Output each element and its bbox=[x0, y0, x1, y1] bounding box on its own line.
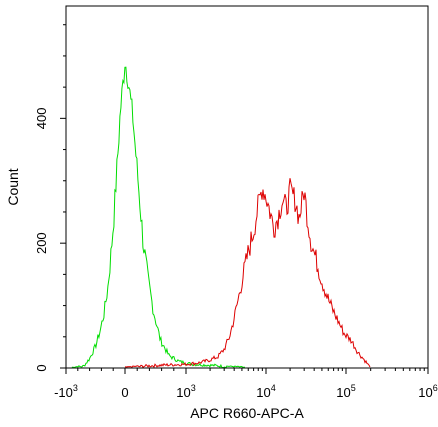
x-tick-label: 0 bbox=[121, 385, 128, 400]
x-tick-label: 103 bbox=[176, 383, 195, 400]
series-line-green bbox=[71, 66, 245, 369]
y-tick-label: 200 bbox=[34, 232, 49, 254]
x-axis-title: APC R660-APC-A bbox=[190, 405, 304, 421]
series-line-red bbox=[124, 178, 371, 369]
x-tick-label: -103 bbox=[54, 383, 78, 400]
y-axis-title: Count bbox=[5, 168, 21, 205]
axes: -103 0 103 104 105 106 0 200 400 bbox=[34, 24, 438, 400]
x-tick-label: 105 bbox=[336, 383, 355, 400]
plot-frame bbox=[65, 5, 429, 369]
y-tick-label: 400 bbox=[34, 107, 49, 129]
x-tick-label: 106 bbox=[418, 383, 437, 400]
plot-marks bbox=[71, 66, 371, 369]
x-tick-label: 104 bbox=[256, 383, 275, 400]
y-tick-label: 0 bbox=[34, 364, 49, 371]
